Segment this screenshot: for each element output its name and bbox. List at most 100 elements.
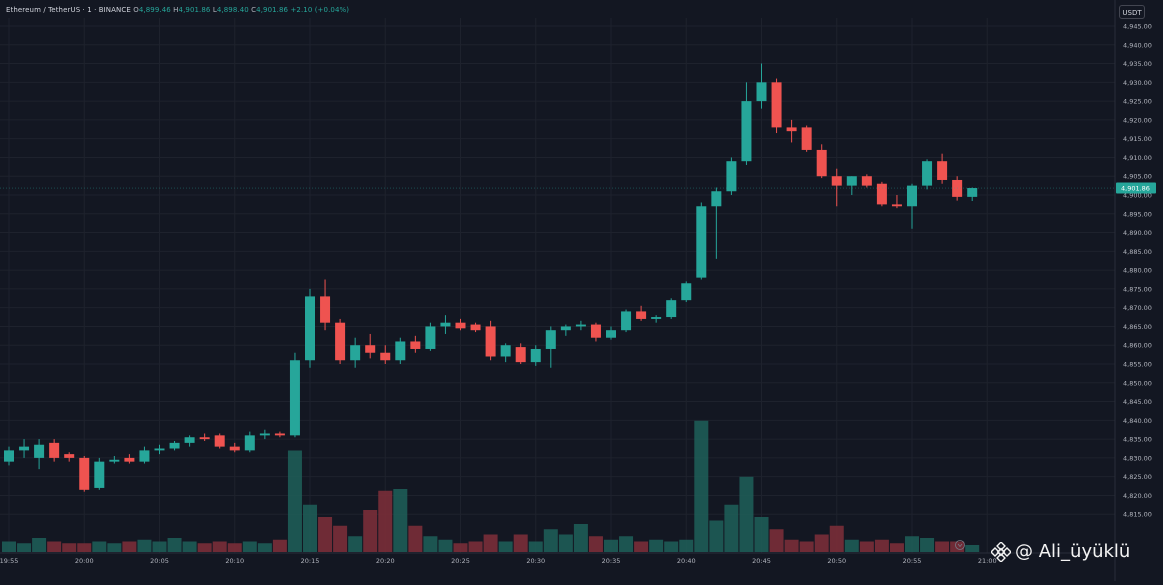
y-tick-label: 4,865.00 (1123, 323, 1152, 331)
candle-body (169, 442, 180, 449)
candle-body (816, 149, 827, 177)
low-label: L4,898.40 (212, 6, 249, 14)
volume-bar (92, 541, 107, 552)
ohlc-legend: Ethereum / TetherUS · 1 · BINANCE O4,899… (6, 6, 349, 14)
y-tick-label: 4,850.00 (1123, 379, 1152, 387)
y-tick-label: 4,940.00 (1123, 41, 1152, 49)
candle-body (34, 444, 45, 458)
volume-bar (664, 541, 679, 552)
candle-body (666, 300, 677, 318)
candle-body (214, 435, 225, 447)
y-tick-label: 4,875.00 (1123, 285, 1152, 293)
candle-body (876, 183, 887, 205)
volume-bar (754, 517, 769, 552)
candle-body (530, 348, 541, 363)
volume-bar (227, 543, 242, 552)
high-value: 4,901.86 (178, 6, 211, 14)
volume-bar (859, 541, 874, 552)
candle-body (952, 179, 963, 197)
volume-bar (709, 520, 724, 552)
y-tick-label: 4,915.00 (1123, 135, 1152, 143)
y-tick-label: 4,835.00 (1123, 436, 1152, 444)
candle-body (756, 82, 767, 102)
symbol-title[interactable]: Ethereum / TetherUS · 1 · BINANCE (6, 6, 131, 14)
volume-bar (137, 539, 152, 552)
candle-body (395, 341, 406, 361)
low-value: 4,898.40 (216, 6, 249, 14)
volume-bar (543, 529, 558, 552)
volume-bar (769, 529, 784, 552)
candle-body (681, 283, 692, 301)
candle-body (500, 345, 511, 357)
candle-body (350, 345, 361, 361)
candle-body (726, 161, 737, 192)
candle-body (470, 324, 481, 331)
volume-bar (619, 536, 634, 552)
x-tick-label: 20:15 (301, 557, 320, 565)
volume-bar (604, 539, 618, 552)
volume-bar (423, 536, 438, 552)
volume-bar (438, 539, 453, 552)
volume-bar (513, 534, 528, 552)
currency-button[interactable]: USDT (1119, 5, 1145, 19)
x-tick-label: 20:30 (526, 557, 545, 565)
y-tick-label: 4,885.00 (1123, 248, 1152, 256)
candle-body (575, 324, 586, 327)
volume-bar (393, 489, 408, 552)
y-tick-label: 4,945.00 (1123, 23, 1152, 31)
candle-body (515, 347, 526, 363)
candle-body (425, 326, 436, 349)
volume-bar (318, 517, 333, 552)
y-tick-label: 4,825.00 (1123, 473, 1152, 481)
x-tick-label: 20:45 (752, 557, 771, 565)
candle-body (184, 437, 195, 443)
candle-body (19, 446, 30, 451)
volume-bar (468, 541, 483, 552)
volume-bar (2, 541, 16, 552)
volume-bar (935, 541, 950, 552)
volume-bar (333, 525, 348, 552)
volume-bar (122, 541, 137, 552)
volume-bar (257, 543, 272, 552)
candle-body (907, 185, 917, 207)
volume-bar (348, 536, 363, 552)
candle-body (94, 461, 105, 488)
last-price-label: 4,901.86 (1121, 185, 1150, 193)
volume-bar (528, 541, 543, 552)
x-tick-label: 20:50 (827, 557, 846, 565)
candle-body (244, 435, 255, 451)
candle-body (335, 322, 346, 361)
x-tick-label: 20:00 (75, 557, 94, 565)
y-tick-label: 4,935.00 (1123, 60, 1152, 68)
candle-body (636, 311, 647, 319)
y-tick-label: 4,870.00 (1123, 304, 1152, 312)
candle-body (741, 101, 752, 162)
candle-body (365, 345, 376, 353)
change-value: +2.10 (+0.04%) (290, 6, 350, 14)
candle-body (861, 176, 872, 186)
y-tick-label: 4,845.00 (1123, 398, 1152, 406)
candle-body (380, 352, 391, 361)
y-tick-label: 4,890.00 (1123, 229, 1152, 237)
volume-bar (272, 539, 287, 552)
candle-body (4, 450, 14, 462)
chevron-down-icon[interactable] (957, 543, 963, 548)
volume-bar (483, 534, 498, 552)
candle-body (696, 206, 707, 278)
volume-bar (649, 539, 664, 552)
volume-bar (784, 539, 799, 552)
scroll-to-realtime-button[interactable] (955, 540, 965, 550)
volume-bar (498, 541, 513, 552)
volume-bar (905, 536, 919, 552)
volume-bar (363, 510, 378, 552)
y-tick-label: 4,840.00 (1123, 417, 1152, 425)
y-tick-label: 4,815.00 (1123, 511, 1152, 519)
y-tick-label: 4,860.00 (1123, 342, 1152, 350)
last-price-badge (1116, 182, 1156, 194)
volume-bar (965, 545, 980, 552)
y-tick-label: 4,900.00 (1123, 192, 1152, 200)
candle-body (440, 322, 451, 327)
